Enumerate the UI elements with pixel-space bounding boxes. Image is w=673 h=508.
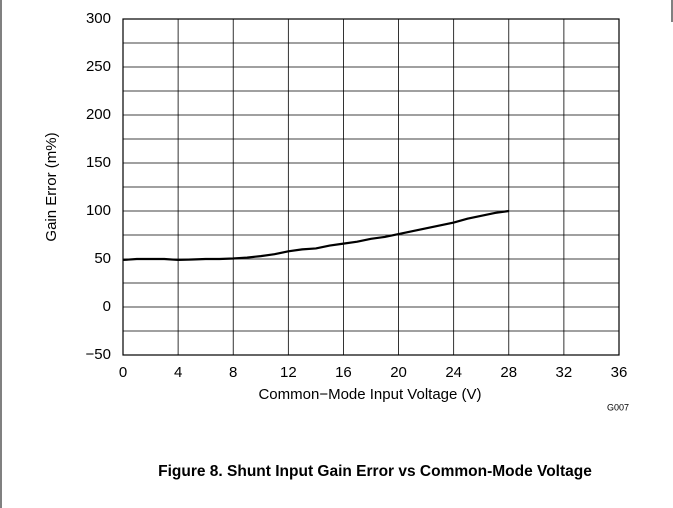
x-tick-label: 20 bbox=[390, 364, 407, 381]
chart-title: Figure 8. Shunt Input Gain Error vs Comm… bbox=[158, 463, 592, 480]
y-tick-label: −50 bbox=[86, 346, 111, 363]
y-axis-label: Gain Error (m%) bbox=[43, 132, 60, 241]
plot-frame bbox=[122, 18, 620, 356]
x-tick-label: 8 bbox=[229, 364, 237, 381]
y-tick-label: 300 bbox=[86, 10, 111, 27]
x-axis-label: Common−Mode Input Voltage (V) bbox=[258, 386, 481, 403]
y-tick-label: 200 bbox=[86, 106, 111, 123]
y-tick-label: 250 bbox=[86, 58, 111, 75]
y-tick-label: 50 bbox=[94, 250, 111, 267]
x-tick-label: 24 bbox=[445, 364, 462, 381]
y-tick-label: 100 bbox=[86, 202, 111, 219]
x-tick-label: 32 bbox=[556, 364, 573, 381]
data-line bbox=[122, 209, 509, 262]
x-tick-label: 28 bbox=[500, 364, 517, 381]
x-tick-label: 16 bbox=[335, 364, 352, 381]
x-tick-label: 12 bbox=[280, 364, 297, 381]
x-tick-label: 4 bbox=[174, 364, 182, 381]
y-tick-label: 0 bbox=[103, 298, 111, 315]
x-tick-label: 0 bbox=[119, 364, 127, 381]
annotation: G007 bbox=[607, 402, 629, 412]
x-tick-label: 36 bbox=[611, 364, 628, 381]
y-tick-label: 150 bbox=[86, 154, 111, 171]
